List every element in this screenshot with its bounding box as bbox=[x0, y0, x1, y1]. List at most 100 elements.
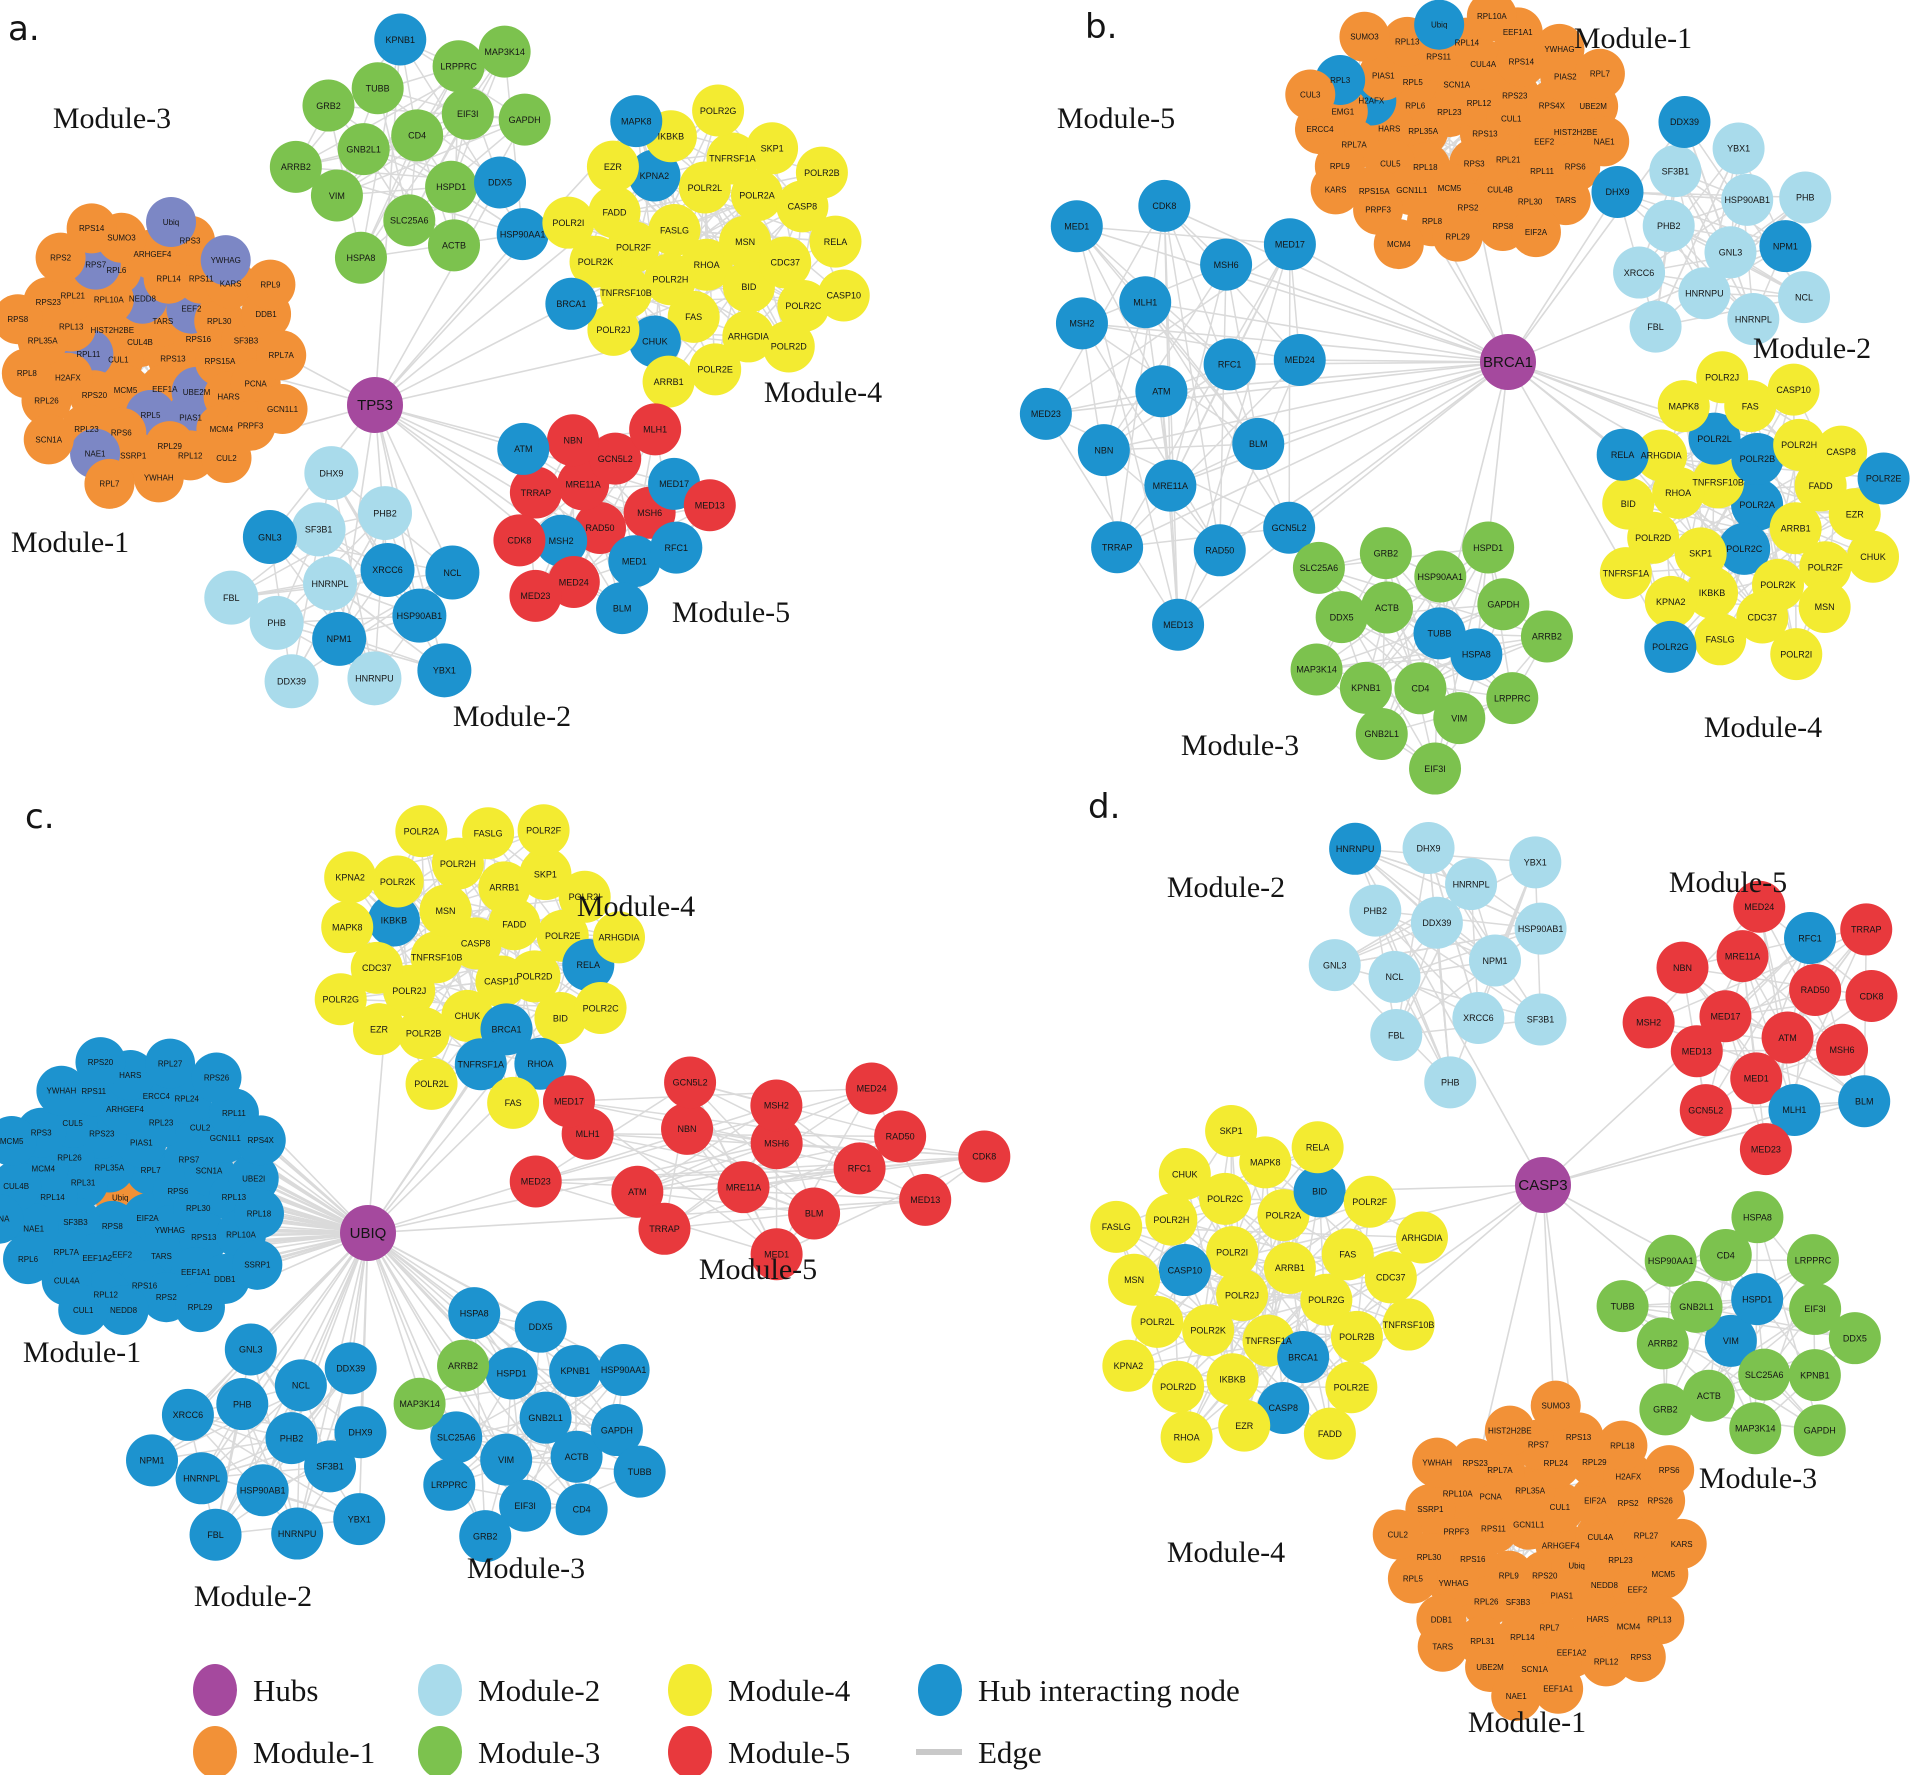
node-label: NCL bbox=[292, 1381, 310, 1391]
network-node bbox=[1108, 1253, 1161, 1306]
node-label: POLR2H bbox=[440, 859, 476, 869]
network-node bbox=[1158, 1244, 1211, 1297]
network-node bbox=[1382, 1298, 1435, 1351]
node-label: RPL3 bbox=[1330, 76, 1351, 85]
network-node bbox=[1838, 1075, 1891, 1128]
node-label: NBN bbox=[678, 1124, 697, 1134]
node-label: RPS3 bbox=[1464, 160, 1485, 169]
network-node bbox=[750, 1228, 803, 1281]
node-label: FASLG bbox=[474, 829, 503, 839]
node-label: MSH6 bbox=[637, 508, 662, 518]
node-label: DDX5 bbox=[1843, 1333, 1867, 1343]
node-label: NEDD8 bbox=[110, 1306, 138, 1315]
node-label: RPS2 bbox=[156, 1293, 177, 1302]
network-node bbox=[1759, 220, 1812, 273]
node-label: MSH6 bbox=[1214, 260, 1239, 270]
node-label: POLR2F bbox=[1808, 563, 1844, 573]
network-node bbox=[0, 1115, 37, 1166]
node-label: BRCA1 bbox=[491, 1025, 521, 1035]
node-label: GCN5L2 bbox=[673, 1078, 708, 1088]
node-label: RPL14 bbox=[1510, 1633, 1535, 1642]
hub-edge bbox=[1542, 1109, 1795, 1186]
node-label: PHB2 bbox=[1364, 906, 1388, 916]
node-label: MED1 bbox=[1744, 1074, 1769, 1084]
network-node bbox=[392, 588, 447, 643]
network-node bbox=[58, 1284, 109, 1335]
node-label: NBN bbox=[563, 436, 582, 446]
network-node bbox=[1730, 1052, 1783, 1105]
node-label: CDK8 bbox=[1859, 991, 1883, 1001]
network-node bbox=[1273, 333, 1326, 386]
network-node bbox=[1692, 456, 1745, 509]
node-label: RPS23 bbox=[1463, 1459, 1489, 1468]
network-node bbox=[1432, 211, 1483, 262]
node-label: POLR2J bbox=[1225, 1290, 1259, 1300]
node-label: POLR2I bbox=[569, 892, 601, 902]
node-label: HIST2H2BE bbox=[1488, 1427, 1532, 1436]
node-label: POLR2C bbox=[785, 301, 822, 311]
network-node bbox=[334, 1406, 387, 1459]
network-node bbox=[367, 894, 420, 947]
network-node bbox=[1290, 643, 1343, 696]
node-label: MSH2 bbox=[1636, 1018, 1661, 1028]
node-label: DDX5 bbox=[488, 178, 512, 188]
network-node bbox=[777, 279, 830, 332]
network-node bbox=[508, 950, 561, 1003]
node-label: FASLG bbox=[660, 225, 689, 235]
network-node bbox=[1450, 628, 1503, 681]
node-label: RPS2 bbox=[1458, 204, 1479, 213]
node-label: HNRNPU bbox=[355, 674, 394, 684]
edge bbox=[1076, 226, 1179, 625]
node-label: MAP3K14 bbox=[1735, 1423, 1776, 1433]
network-node bbox=[1145, 1193, 1198, 1246]
module-label: Module-5 bbox=[672, 596, 790, 629]
node-label: FBL bbox=[207, 1530, 224, 1540]
node-label: EIF2A bbox=[1525, 228, 1548, 237]
node-label: CDC37 bbox=[1748, 613, 1778, 623]
network-node bbox=[1591, 165, 1644, 218]
node-label: ARRB1 bbox=[654, 377, 684, 387]
node-label: CUL1 bbox=[1550, 1503, 1571, 1512]
network-node bbox=[1635, 429, 1688, 482]
node-label: RPS3 bbox=[180, 237, 201, 246]
network-node bbox=[608, 535, 661, 588]
node-label: UBE2M bbox=[1476, 1663, 1504, 1672]
node-label: HNRNPL bbox=[1453, 879, 1490, 889]
network-node bbox=[1477, 578, 1530, 631]
edge bbox=[1617, 191, 1786, 247]
node-label: RPL13 bbox=[1647, 1615, 1672, 1624]
node-label: ARRB1 bbox=[489, 883, 519, 893]
node-label: RPS6 bbox=[167, 1187, 188, 1196]
node-label: RPL21 bbox=[61, 292, 86, 301]
network-node bbox=[1845, 970, 1898, 1023]
node-label: SF3B3 bbox=[63, 1218, 88, 1227]
network-node bbox=[1642, 199, 1695, 252]
node-label: CD4 bbox=[573, 1505, 591, 1515]
node-label: MED13 bbox=[695, 500, 725, 510]
network-node bbox=[1450, 1438, 1501, 1489]
node-label: H2AFX bbox=[55, 374, 81, 383]
network-node bbox=[314, 973, 367, 1026]
network-node bbox=[1263, 1241, 1316, 1294]
node-label: CHUK bbox=[1860, 552, 1886, 562]
network-node bbox=[397, 1007, 450, 1060]
node-label: RAD50 bbox=[585, 523, 614, 533]
labels-layer: a. CD4 HSPD1 GNB2L1 EIF3I SLC25A6 TUBB DDX5 VIM L… bbox=[0, 7, 1901, 1739]
hub-edge bbox=[367, 1232, 507, 1461]
edge bbox=[230, 512, 386, 599]
node-label: TUBB bbox=[628, 1467, 652, 1477]
network-node bbox=[174, 1282, 225, 1333]
network-node bbox=[689, 343, 742, 396]
node-label: CUL4A bbox=[1470, 60, 1496, 69]
node-label: RPL13 bbox=[1395, 38, 1420, 47]
network-node bbox=[304, 446, 359, 501]
edge bbox=[1103, 264, 1227, 451]
hub-edge bbox=[367, 1142, 777, 1234]
network-node bbox=[204, 570, 259, 625]
node-label: CUL2 bbox=[1388, 1530, 1409, 1539]
node-label: VIM bbox=[329, 191, 345, 201]
network-node bbox=[1359, 527, 1412, 580]
node-label: CD4 bbox=[1717, 1250, 1735, 1260]
node-label: RELA bbox=[1306, 1143, 1330, 1153]
node-label: RPS23 bbox=[1502, 92, 1528, 101]
